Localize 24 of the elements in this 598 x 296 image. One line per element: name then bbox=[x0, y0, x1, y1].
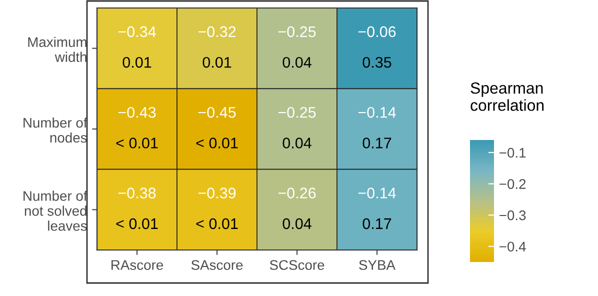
color-bar-label: −0.2 bbox=[500, 179, 526, 189]
text: −0.38 < 0.01 bbox=[116, 188, 158, 230]
y-tick-label: Number of not solved leaves bbox=[24, 190, 88, 231]
text: −0.14 0.17 bbox=[358, 188, 396, 230]
y-tick-label: Number of nodes bbox=[24, 117, 88, 143]
text: −0.43 < 0.01 bbox=[116, 106, 158, 148]
text: −0.39 < 0.01 bbox=[196, 188, 238, 230]
text: −0.06 0.35 bbox=[358, 26, 396, 68]
x-tick-label: SAscore bbox=[191, 260, 243, 270]
y-tick-label: Maximum width bbox=[28, 36, 86, 62]
text: −0.26 0.04 bbox=[278, 188, 316, 230]
text: −0.34 0.01 bbox=[118, 26, 156, 68]
color-bar-label: −0.3 bbox=[500, 210, 526, 220]
legend-title: Spearman correlation bbox=[470, 82, 544, 111]
x-tick-label: SYBA bbox=[359, 260, 396, 270]
x-tick-label: SCScore bbox=[270, 260, 324, 270]
text: −0.14 0.17 bbox=[358, 106, 396, 148]
text: −0.45 < 0.01 bbox=[196, 106, 238, 148]
color-bar-label: −0.1 bbox=[500, 148, 526, 158]
text: −0.25 0.04 bbox=[278, 106, 316, 148]
x-tick-label: RAscore bbox=[112, 260, 164, 270]
color-bar-label: −0.4 bbox=[500, 242, 526, 252]
text: −0.32 0.01 bbox=[198, 26, 236, 68]
text: −0.25 0.04 bbox=[278, 26, 316, 68]
